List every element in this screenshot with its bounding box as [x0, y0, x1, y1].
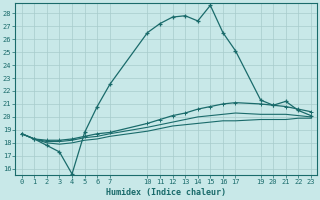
X-axis label: Humidex (Indice chaleur): Humidex (Indice chaleur) [106, 188, 226, 197]
